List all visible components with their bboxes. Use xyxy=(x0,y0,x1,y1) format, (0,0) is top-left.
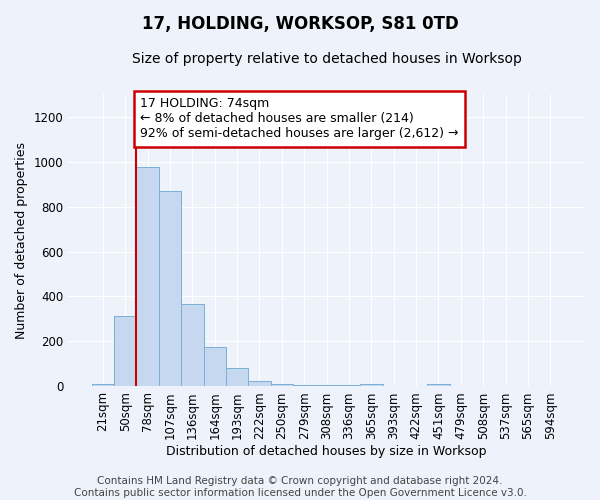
Bar xyxy=(226,368,248,386)
Bar xyxy=(136,167,159,386)
Bar xyxy=(114,316,136,386)
Bar xyxy=(427,384,449,386)
Bar xyxy=(360,384,383,386)
Bar xyxy=(92,384,114,386)
Bar xyxy=(159,191,181,386)
Title: Size of property relative to detached houses in Worksop: Size of property relative to detached ho… xyxy=(131,52,521,66)
Y-axis label: Number of detached properties: Number of detached properties xyxy=(15,142,28,339)
Text: Contains HM Land Registry data © Crown copyright and database right 2024.
Contai: Contains HM Land Registry data © Crown c… xyxy=(74,476,526,498)
Bar xyxy=(181,304,203,386)
X-axis label: Distribution of detached houses by size in Worksop: Distribution of detached houses by size … xyxy=(166,444,487,458)
Text: 17 HOLDING: 74sqm
← 8% of detached houses are smaller (214)
92% of semi-detached: 17 HOLDING: 74sqm ← 8% of detached house… xyxy=(140,98,458,140)
Bar xyxy=(203,347,226,387)
Bar xyxy=(271,384,293,386)
Text: 17, HOLDING, WORKSOP, S81 0TD: 17, HOLDING, WORKSOP, S81 0TD xyxy=(142,15,458,33)
Bar xyxy=(248,381,271,386)
